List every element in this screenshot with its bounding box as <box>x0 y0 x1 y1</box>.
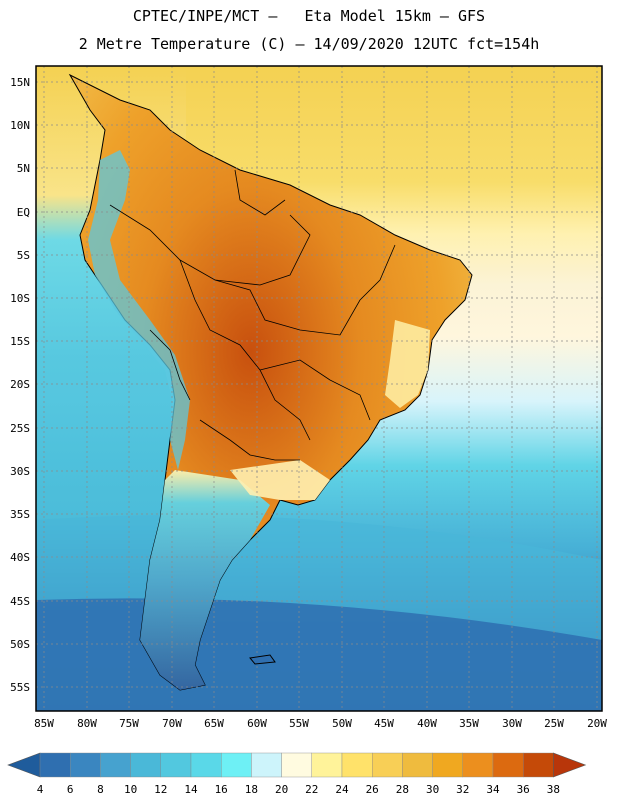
colorbar-label: 34 <box>486 783 500 796</box>
colorbar-label: 14 <box>184 783 198 796</box>
lat-label: 10S <box>10 292 30 305</box>
lat-label: 55S <box>10 681 30 694</box>
lon-label: 35W <box>459 717 479 730</box>
country-borders <box>109 169 396 461</box>
lon-label: 30W <box>502 717 522 730</box>
lat-label: 30S <box>10 465 30 478</box>
colorbar-swatch <box>311 752 343 778</box>
lon-label: 50W <box>332 717 352 730</box>
lon-label: 45W <box>374 717 394 730</box>
colorbar-swatch <box>492 752 524 778</box>
temperature-map: 15N 10N 5N EQ 5S 10S 15S 20S 25S 30S 35S… <box>10 65 607 730</box>
lat-label: 40S <box>10 551 30 564</box>
colorbar-swatch <box>341 752 373 778</box>
latitude-labels: 15N 10N 5N EQ 5S 10S 15S 20S 25S 30S 35S… <box>10 76 30 694</box>
lat-label: EQ <box>17 206 30 219</box>
lat-label: 15N <box>10 76 30 89</box>
colorbar-swatch <box>402 752 433 778</box>
colorbar-swatch <box>130 752 162 778</box>
colorbar-label: 12 <box>154 783 167 796</box>
colorbar-swatch <box>160 752 192 778</box>
colorbar-label: 6 <box>67 783 74 796</box>
lat-label: 5S <box>17 249 30 262</box>
lon-label: 80W <box>77 717 97 730</box>
colorbar-label: 26 <box>366 783 379 796</box>
colorbar-swatch <box>69 752 101 778</box>
lat-label: 5N <box>17 162 30 175</box>
colorbar-label: 24 <box>335 783 349 796</box>
colorbar-label: 20 <box>275 783 288 796</box>
colorbar-swatch <box>281 752 313 778</box>
colorbar-label: 16 <box>215 783 228 796</box>
longitude-labels: 85W 80W 75W 70W 65W 60W 55W 50W 45W 40W … <box>34 717 607 730</box>
lon-label: 60W <box>247 717 267 730</box>
lon-label: 65W <box>204 717 224 730</box>
colorbar-label: 8 <box>97 783 104 796</box>
colorbar-swatch <box>100 752 131 778</box>
lon-label: 55W <box>289 717 309 730</box>
lon-label: 85W <box>34 717 54 730</box>
lat-label: 25S <box>10 422 30 435</box>
colorbar-swatch <box>462 752 494 778</box>
colorbar-label: 30 <box>426 783 439 796</box>
colorbar-label: 4 <box>37 783 44 796</box>
lat-label: 35S <box>10 508 30 521</box>
colorbar-label: 32 <box>456 783 469 796</box>
lat-label: 15S <box>10 335 30 348</box>
lat-label: 10N <box>10 119 30 132</box>
lon-label: 40W <box>417 717 437 730</box>
lat-label: 20S <box>10 378 30 391</box>
lon-label: 75W <box>119 717 139 730</box>
colorbar-label: 28 <box>396 783 409 796</box>
colorbar-swatch <box>432 752 464 778</box>
colorbar-over-arrow <box>553 752 587 778</box>
colorbar-label: 10 <box>124 783 137 796</box>
colorbar-swatch <box>372 752 403 778</box>
colorbar-label: 22 <box>305 783 318 796</box>
colorbar-swatch <box>523 752 554 778</box>
map-title-line1: CPTEC/INPE/MCT – Eta Model 15km – GFS <box>132 7 486 25</box>
map-title-line2: 2 Metre Temperature (C) – 14/09/2020 12U… <box>78 35 540 53</box>
colorbar-swatch <box>251 752 282 778</box>
map-frame <box>35 65 603 712</box>
lat-label: 45S <box>10 595 30 608</box>
lon-label: 20W <box>587 717 607 730</box>
graticule <box>36 66 602 711</box>
lon-label: 70W <box>162 717 182 730</box>
lat-label: 50S <box>10 638 30 651</box>
colorbar-under-arrow <box>7 752 41 778</box>
colorbar-label: 18 <box>245 783 258 796</box>
colorbar-swatch <box>220 752 252 778</box>
colorbar-label: 38 <box>547 783 560 796</box>
lon-label: 25W <box>544 717 564 730</box>
colorbar-swatch <box>190 752 222 778</box>
colorbar-swatch <box>39 752 71 778</box>
colorbar-label: 36 <box>517 783 530 796</box>
temperature-colorbar: 4 6 8 10 12 14 16 18 20 22 24 26 28 30 32 34 36 38 <box>7 752 587 796</box>
